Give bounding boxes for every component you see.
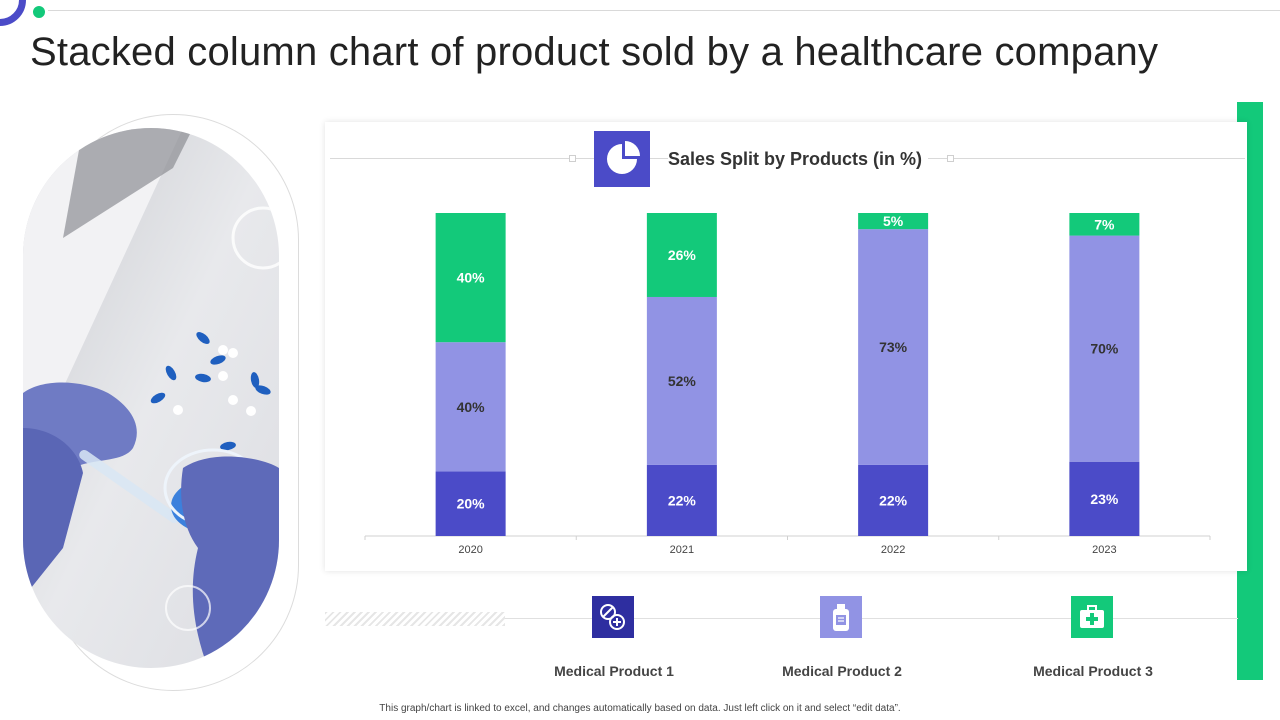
footnote: This graph/chart is linked to excel, and… [379,703,901,714]
corner-dot-decoration [31,4,47,20]
bar-segment-2021-series-2 [646,296,717,465]
bar-segment-2020-series-2 [435,342,506,472]
legend-label-product-2: Medical Product 2 [782,663,902,679]
bar-segment-2022-series-3 [858,213,929,230]
legend-rule [505,618,1238,619]
chart-title: Sales Split by Products (in %) [668,149,929,170]
bar-segment-2023-series-3 [1069,213,1140,236]
legend-hatch-decoration [325,612,505,626]
data-label-2020-series-3: 40% [457,270,486,286]
data-label-2023-series-1: 23% [1090,491,1119,507]
title-rule-marker-right [947,155,954,162]
data-label-2020-series-2: 40% [457,399,486,415]
data-label-2021-series-2: 52% [668,373,697,389]
data-label-2022-series-2: 73% [879,339,908,355]
pills-icon [592,596,634,638]
x-tick-label-2022: 2022 [881,544,905,556]
page-title: Stacked column chart of product sold by … [30,30,1159,74]
data-label-2021-series-1: 22% [668,492,697,508]
top-divider [48,10,1280,11]
data-label-2022-series-1: 22% [879,492,908,508]
data-label-2021-series-3: 26% [668,247,697,263]
bar-segment-2020-series-1 [435,471,506,536]
data-label-2023-series-3: 7% [1094,216,1115,232]
bar-segment-2020-series-3 [435,213,506,343]
x-tick-label-2020: 2020 [458,544,482,556]
legend-label-product-1: Medical Product 1 [554,663,674,679]
legend-label-product-3: Medical Product 3 [1033,663,1153,679]
x-tick-label-2023: 2023 [1092,544,1116,556]
pie-chart-icon [594,131,650,187]
data-label-2023-series-2: 70% [1090,341,1119,357]
medicine-bottle-icon [820,596,862,638]
bar-segment-2021-series-1 [646,464,717,536]
data-label-2020-series-1: 20% [457,496,486,512]
bar-segment-2021-series-3 [646,213,717,297]
bar-segment-2022-series-2 [858,229,929,465]
first-aid-kit-icon [1071,596,1113,638]
corner-ring-decoration [0,0,26,26]
bar-segment-2023-series-2 [1069,235,1140,462]
bar-segment-2023-series-1 [1069,461,1140,536]
data-label-2022-series-3: 5% [883,213,904,229]
bar-segment-2022-series-1 [858,464,929,536]
lab-photo [23,128,279,668]
title-rule-marker-left [569,155,576,162]
x-tick-label-2021: 2021 [670,544,694,556]
